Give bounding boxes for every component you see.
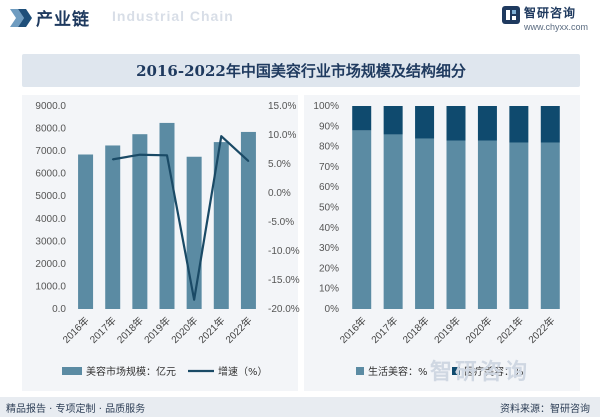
growth-rate-point xyxy=(166,154,168,157)
bottom-watermark: 智研咨询 xyxy=(430,360,531,385)
right-y-tick-label: 5.0% xyxy=(268,159,291,170)
left-y-tick-label: 4000.0 xyxy=(35,214,66,225)
market-size-bar xyxy=(78,154,94,309)
stack-y-tick-label: 0% xyxy=(325,304,340,315)
right-y-tick-label: 10.0% xyxy=(268,130,296,141)
right-y-tick-label: 0.0% xyxy=(268,188,291,199)
left-y-tick-label: 2000.0 xyxy=(35,259,66,270)
market-size-bar xyxy=(240,131,256,309)
medical-beauty-bar xyxy=(415,106,435,139)
header-bar: 产业链 Industrial Chain 智研咨询 www.chyxx.com xyxy=(0,0,600,42)
medical-beauty-bar xyxy=(509,106,529,143)
stack-y-tick-label: 30% xyxy=(319,243,339,254)
left-y-tick-label: 5000.0 xyxy=(35,191,66,202)
legend-swatch-lifestyle-beauty xyxy=(356,367,364,375)
brand: 智研咨询 www.chyxx.com xyxy=(501,4,588,32)
market-size-bar xyxy=(159,122,175,310)
legend-swatch-market-size xyxy=(62,367,82,375)
lifestyle-beauty-bar xyxy=(383,134,403,309)
chart-title: 2016-2022年中国美容行业市场规模及结构细分 xyxy=(136,62,466,80)
growth-rate-point xyxy=(193,298,195,301)
stack-y-tick-label: 40% xyxy=(319,223,339,234)
market-size-bar xyxy=(105,145,121,309)
right-y-tick-label: -15.0% xyxy=(268,275,300,286)
left-y-tick-label: 7000.0 xyxy=(35,146,66,157)
left-y-tick-label: 6000.0 xyxy=(35,169,66,180)
left-y-tick-label: 9000.0 xyxy=(35,101,66,112)
header-watermark: Industrial Chain xyxy=(112,8,234,24)
growth-rate-point xyxy=(139,153,141,156)
footer-source: 资料来源：智研咨询 xyxy=(500,404,590,415)
left-y-tick-label: 3000.0 xyxy=(35,236,66,247)
lifestyle-beauty-bar xyxy=(509,142,529,309)
market-size-bar xyxy=(186,156,202,309)
right-y-tick-label: -5.0% xyxy=(268,217,294,228)
section-marker-icon xyxy=(10,9,32,27)
left-y-tick-label: 1000.0 xyxy=(35,281,66,292)
stack-y-tick-label: 60% xyxy=(319,182,339,193)
right-y-tick-label: 15.0% xyxy=(268,101,296,112)
footer-bar: 精品报告 · 专项定制 · 品质服务 资料来源：智研咨询 xyxy=(0,397,600,417)
brand-logo-icon xyxy=(501,6,520,24)
market-size-bar xyxy=(132,134,148,309)
stack-y-tick-label: 70% xyxy=(319,162,339,173)
brand-name: 智研咨询 xyxy=(523,6,576,20)
stack-y-tick-label: 20% xyxy=(319,263,339,274)
title-box: 2016-2022年中国美容行业市场规模及结构细分 xyxy=(22,54,580,87)
right-panel-bg xyxy=(304,95,580,391)
stack-y-tick-label: 90% xyxy=(319,121,339,132)
footer-slogan: 精品报告 · 专项定制 · 品质服务 xyxy=(6,404,146,415)
stack-y-tick-label: 50% xyxy=(319,203,339,214)
stack-y-tick-label: 100% xyxy=(313,101,339,112)
left-y-tick-label: 0.0 xyxy=(52,304,66,315)
market-size-bar xyxy=(213,142,229,309)
brand-url: www.chyxx.com xyxy=(523,22,588,32)
growth-rate-point xyxy=(220,135,223,137)
left-y-tick-label: 8000.0 xyxy=(35,124,66,135)
medical-beauty-bar xyxy=(540,106,560,143)
growth-rate-point xyxy=(111,158,114,161)
growth-rate-line xyxy=(112,135,250,301)
medical-beauty-bar xyxy=(477,106,497,141)
right-y-tick-label: -20.0% xyxy=(268,304,300,315)
legend-label-market-size: 美容市场规模：亿元 xyxy=(86,365,176,378)
legend-label-lifestyle-beauty: 生活美容：% xyxy=(368,365,428,378)
medical-beauty-bar xyxy=(352,106,372,131)
medical-beauty-bar xyxy=(383,106,403,135)
growth-rate-point xyxy=(247,160,250,162)
section-label: 产业链 xyxy=(36,10,90,30)
lifestyle-beauty-bar xyxy=(446,140,466,309)
legend-label-medical-beauty: 医疗美容：% xyxy=(464,365,524,378)
lifestyle-beauty-bar xyxy=(415,138,435,309)
medical-beauty-bar xyxy=(446,106,466,141)
right-y-tick-label: -10.0% xyxy=(268,246,300,257)
lifestyle-beauty-bar xyxy=(477,140,497,309)
legend-label-growth-rate: 增速（%） xyxy=(218,365,268,378)
legend-swatch-medical-beauty xyxy=(452,367,460,375)
lifestyle-beauty-bar xyxy=(352,130,372,309)
lifestyle-beauty-bar xyxy=(540,142,560,309)
stack-y-tick-label: 10% xyxy=(319,284,339,295)
stack-y-tick-label: 80% xyxy=(319,142,339,153)
